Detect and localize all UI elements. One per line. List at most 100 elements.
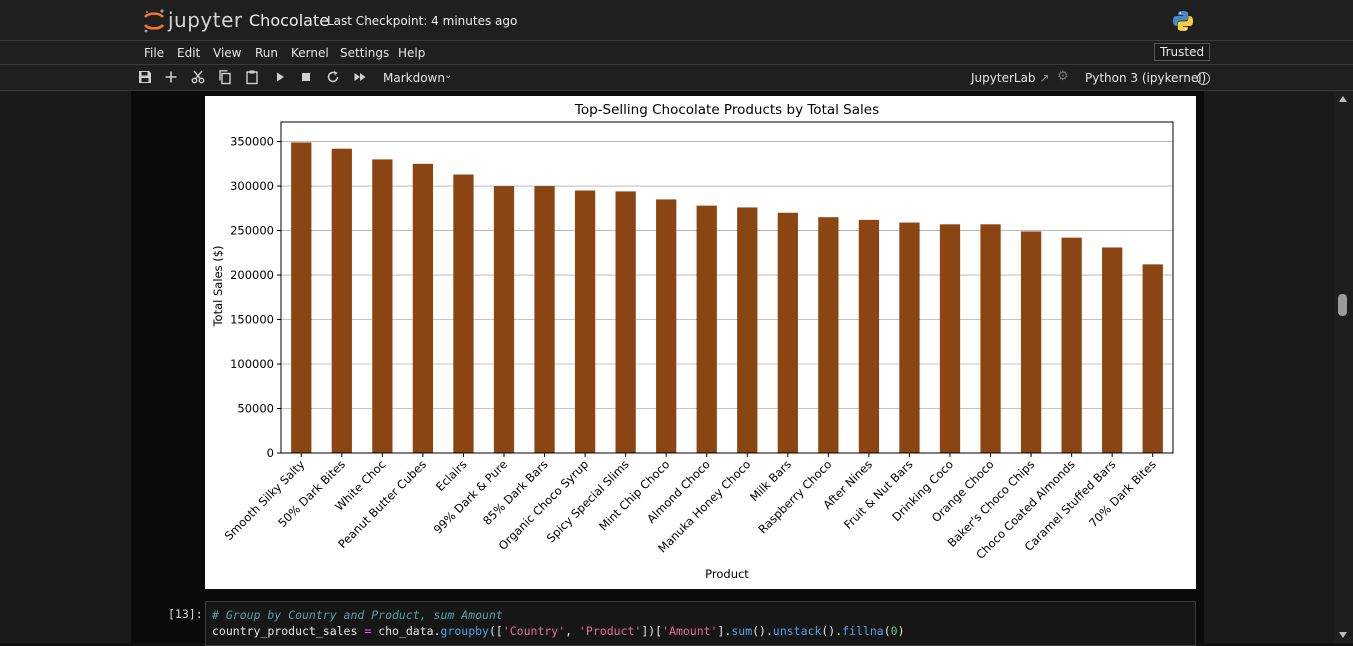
code-str-country: 'Country' — [502, 624, 566, 638]
scroll-thumb[interactable] — [1338, 294, 1347, 316]
code-p2: ])[ — [641, 624, 663, 638]
copy-icon[interactable] — [217, 69, 233, 85]
add-cell-icon[interactable] — [163, 69, 179, 85]
paste-icon[interactable] — [244, 69, 260, 85]
bar — [372, 159, 393, 453]
x-tick-label: Raspberry Choco — [755, 457, 834, 536]
y-tick-label: 50000 — [237, 402, 274, 416]
code-comment: # Group by Country and Product, sum Amou… — [212, 608, 503, 622]
code-p1: ([ — [488, 624, 503, 638]
save-icon[interactable] — [137, 69, 153, 85]
y-tick-label: 300000 — [230, 179, 274, 193]
run-icon[interactable] — [272, 69, 288, 85]
jupyterlab-label: JupyterLab — [971, 71, 1036, 85]
bar — [493, 186, 515, 453]
code-fn-sum: sum — [731, 624, 753, 638]
menu-edit[interactable]: Edit — [177, 46, 201, 60]
bar-chart: Top-Selling Chocolate Products by Total … — [211, 102, 1174, 581]
scroll-down-arrow-icon[interactable] — [1339, 632, 1347, 638]
code-fn-fillna: fillna — [842, 624, 884, 638]
bar — [858, 219, 880, 453]
y-tick-label: 150000 — [230, 313, 274, 327]
menu-view[interactable]: View — [213, 46, 242, 60]
menu-settings[interactable]: Settings — [340, 46, 390, 60]
code-p3: ]. — [717, 624, 732, 638]
bar — [696, 205, 717, 453]
kernel-name[interactable]: Python 3 (ipykernel) — [1085, 71, 1207, 85]
cell-type-select[interactable]: Markdown — [383, 71, 445, 85]
bar — [412, 163, 434, 453]
chart-output: Top-Selling Chocolate Products by Total … — [205, 96, 1196, 589]
restart-icon[interactable] — [325, 69, 341, 85]
bar — [534, 186, 555, 453]
menu-help[interactable]: Help — [398, 46, 426, 60]
code-cell[interactable]: # Group by Country and Product, sum Amou… — [205, 601, 1196, 646]
jupyterlab-link[interactable]: JupyterLab ↗ — [971, 71, 1049, 85]
bar — [331, 148, 352, 453]
bar — [1102, 247, 1123, 453]
code-obj: cho_data. — [378, 624, 441, 638]
cut-icon[interactable] — [190, 69, 206, 85]
bar — [818, 217, 839, 453]
menu-kernel[interactable]: Kernel — [291, 46, 329, 60]
code-fn-unstack: unstack — [772, 624, 822, 638]
bar — [615, 191, 636, 453]
chart-title: Top-Selling Chocolate Products by Total … — [574, 102, 879, 118]
jupyter-brand[interactable]: jupyter — [168, 8, 243, 32]
notebook-title[interactable]: Chocolate — [249, 11, 330, 30]
left-gutter — [0, 91, 131, 643]
y-tick-label: 250000 — [230, 224, 274, 238]
y-tick-label: 350000 — [230, 135, 274, 149]
code-str-product: 'Product' — [579, 624, 642, 638]
bar — [1061, 237, 1082, 453]
menu-run[interactable]: Run — [255, 46, 279, 60]
chevron-down-icon[interactable]: ⌄ — [444, 70, 453, 81]
bar — [574, 190, 596, 454]
x-tick-label: Eclairs — [433, 457, 470, 494]
external-link-icon: ↗ — [1039, 71, 1050, 85]
fast-forward-icon[interactable] — [352, 69, 368, 85]
vertical-scrollbar[interactable] — [1334, 91, 1353, 643]
scroll-up-arrow-icon[interactable] — [1339, 96, 1347, 102]
bar — [737, 207, 758, 453]
plot-frame — [280, 121, 1174, 454]
y-axis-label: Total Sales ($) — [211, 245, 225, 327]
menu-file[interactable]: File — [144, 46, 165, 60]
cell-prompt: [13]: — [168, 607, 203, 621]
bar — [291, 142, 312, 453]
trusted-badge[interactable]: Trusted — [1154, 43, 1211, 61]
python-logo-icon — [1173, 11, 1193, 31]
gear-icon[interactable]: ⚙ — [1057, 69, 1069, 84]
code-fn-groupby: groupby — [440, 624, 489, 638]
jupyter-logo-icon[interactable] — [142, 8, 166, 34]
code-num: 0 — [890, 624, 898, 638]
bar — [980, 224, 1001, 453]
code-line: country_product_sales = cho_data.groupby… — [212, 623, 1189, 639]
right-gutter — [1204, 91, 1334, 643]
code-p6: ( — [883, 624, 891, 638]
bar — [656, 199, 677, 453]
code-p7: ) — [897, 624, 905, 638]
y-tick-label: 0 — [267, 446, 274, 460]
code-var: country_product_sales — [212, 624, 358, 638]
y-ticks: 0 50000 100000 150000 200000 250000 300000 3500… — [230, 135, 281, 460]
code-p5: (). — [821, 624, 843, 638]
bars — [291, 142, 1163, 454]
x-tick-label: 99% Dark & Pure — [431, 457, 510, 536]
x-tick-label: Mint Chip Choco — [596, 457, 672, 533]
x-tick-label: Fruit & Nut Bars — [841, 457, 916, 532]
notebook-toolbar: Markdown ⌄ JupyterLab ↗ ⚙ Python 3 (ipyk… — [0, 65, 1353, 91]
menu-bar: File Edit View Run Kernel Settings Help … — [0, 41, 1353, 65]
y-tick-label: 200000 — [230, 268, 274, 282]
bar — [777, 212, 798, 453]
bar — [1020, 231, 1042, 453]
bar — [1142, 264, 1163, 453]
bar — [453, 174, 474, 453]
checkpoint-status: Last Checkpoint: 4 minutes ago — [327, 14, 518, 28]
code-comma: , — [565, 624, 579, 638]
code-p4: (). — [752, 624, 773, 638]
stop-icon[interactable] — [298, 69, 314, 85]
y-tick-label: 100000 — [230, 357, 274, 371]
code-str-amount: 'Amount' — [662, 624, 718, 638]
